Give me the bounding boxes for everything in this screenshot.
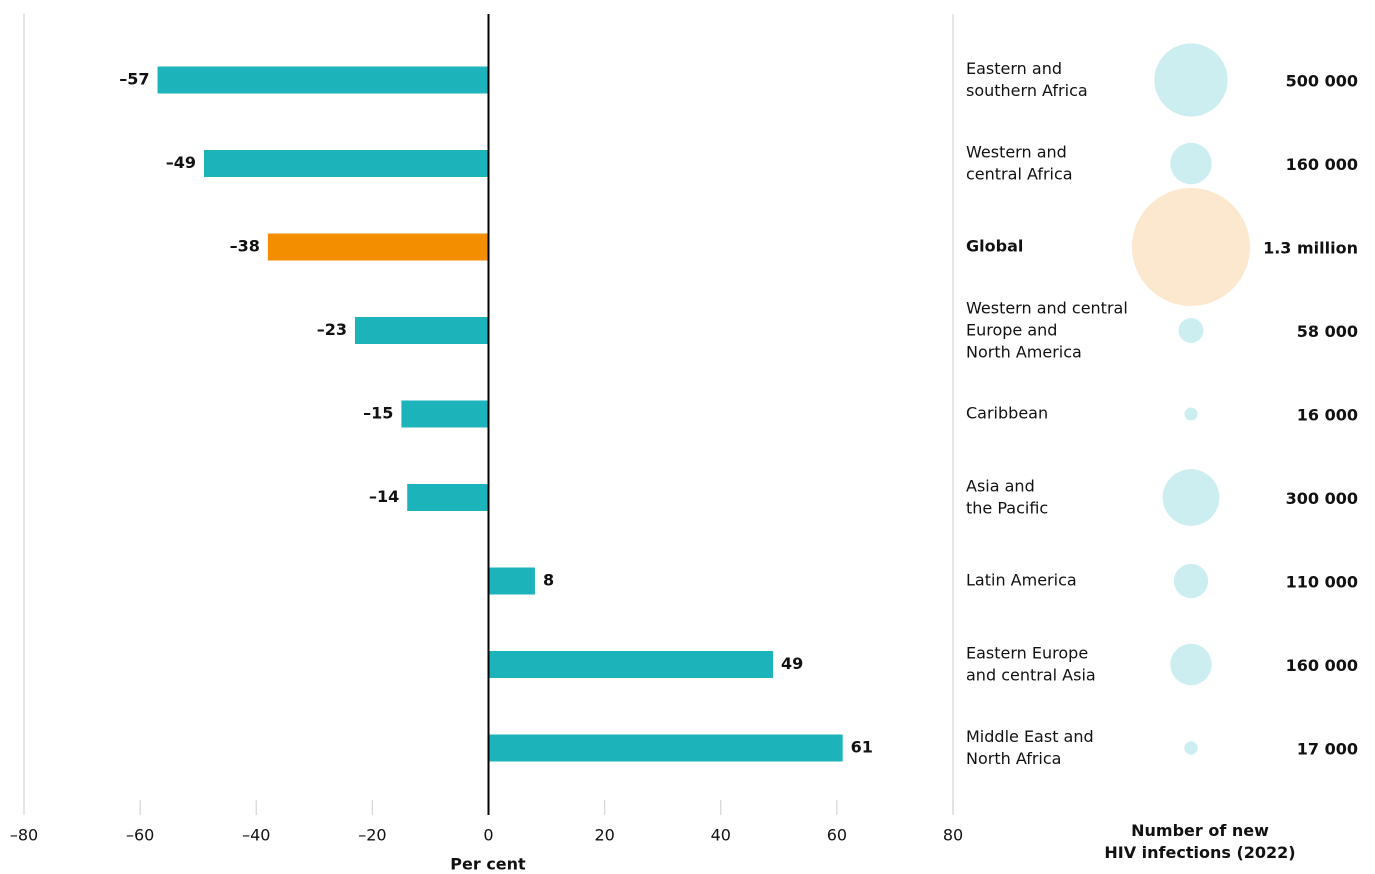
bar [407, 484, 489, 511]
x-tick-label: 60 [827, 826, 847, 845]
category-label: Asia and the Pacific [966, 476, 1048, 517]
x-tick-label: –60 [126, 826, 154, 845]
category-label: Global [966, 237, 1023, 256]
bubble-value-label: 160 000 [1286, 155, 1358, 174]
category-label: Caribbean [966, 404, 1048, 423]
bubble [1184, 407, 1198, 421]
category-label: Latin America [966, 571, 1077, 590]
bar [488, 567, 535, 595]
bar-value-label: –14 [369, 487, 399, 506]
x-tick-label: 40 [711, 826, 731, 845]
bubble-value-label: 300 000 [1286, 489, 1358, 508]
bubble [1162, 469, 1220, 526]
bubble [1184, 741, 1198, 755]
bubble-value-label: 16 000 [1297, 406, 1358, 425]
bubble-title: Number of new HIV infections (2022) [1104, 821, 1295, 862]
bar [354, 317, 489, 344]
bar-value-label: –23 [317, 320, 347, 339]
bubble-value-label: 17 000 [1297, 740, 1358, 759]
bubble-value-label: 110 000 [1286, 573, 1358, 592]
bubble-value-label: 1.3 million [1263, 239, 1358, 258]
x-tick-label: 20 [594, 826, 614, 845]
bubble [1132, 188, 1250, 306]
bar [157, 66, 489, 94]
bar [267, 233, 489, 261]
bar-value-label: 49 [781, 654, 803, 673]
category-label: Middle East and North Africa [966, 727, 1094, 768]
x-tick-label: 80 [943, 826, 963, 845]
bar-value-label: –38 [230, 237, 260, 256]
category-label: Western and central Africa [966, 142, 1073, 183]
bubble [1170, 142, 1212, 185]
x-tick-label: 0 [483, 826, 493, 845]
x-axis-label: Per cent [450, 855, 526, 874]
bar-value-label: –49 [166, 153, 196, 172]
bubble [1173, 563, 1209, 599]
category-label: Western and central Europe and North Ameri… [966, 298, 1128, 361]
bubble-value-label: 160 000 [1286, 656, 1358, 675]
category-label: Eastern Europe and central Asia [966, 643, 1096, 684]
x-tick-label: –80 [10, 826, 38, 845]
bar [401, 400, 489, 428]
bar-value-label: –57 [119, 70, 149, 89]
bar-value-label: –15 [363, 404, 393, 423]
category-label: Eastern and southern Africa [966, 59, 1088, 100]
x-tick-label: –40 [242, 826, 270, 845]
bar [488, 651, 774, 678]
bar-value-label: 61 [851, 738, 873, 757]
x-tick-label: –20 [358, 826, 386, 845]
bar [488, 734, 843, 762]
bubble-value-label: 58 000 [1297, 322, 1358, 341]
bubble-value-label: 500 000 [1286, 72, 1358, 91]
bubble [1170, 643, 1212, 686]
bar [203, 150, 489, 177]
bubble [1154, 43, 1228, 117]
bubble [1178, 318, 1204, 343]
bar-value-label: 8 [543, 571, 554, 590]
